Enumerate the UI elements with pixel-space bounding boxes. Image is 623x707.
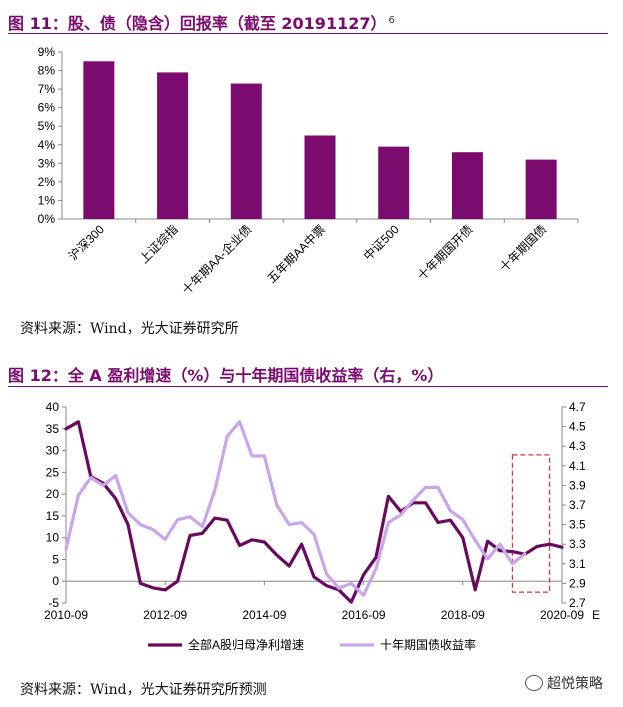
bar-category-label: 十年期国债 xyxy=(497,222,549,274)
line-right-tick-label: 3.5 xyxy=(569,518,586,532)
line-right-tick-label: 4.1 xyxy=(569,459,586,473)
bar-category-label: 十年期AA-企业债 xyxy=(179,222,255,298)
line-left-tick-label: 35 xyxy=(46,422,60,436)
line-right-tick-label: 4.7 xyxy=(569,400,586,414)
bar-y-tick-label: 9% xyxy=(38,45,56,59)
forecast-label: E xyxy=(592,608,600,622)
line-left-tick-label: 0 xyxy=(52,574,59,588)
line-left-tick-label: 10 xyxy=(46,531,60,545)
wechat-icon xyxy=(525,675,543,691)
bar-y-tick-label: 1% xyxy=(38,193,56,207)
bar xyxy=(525,159,557,219)
bar xyxy=(304,135,336,219)
line-x-tick-label: 2020-09 xyxy=(540,608,584,622)
line-left-tick-label: 40 xyxy=(46,400,60,414)
line-right-tick-label: 2.9 xyxy=(569,576,586,590)
bar-category-label: 上证综指 xyxy=(136,222,181,267)
bar-category-label: 十年期国开债 xyxy=(415,222,476,283)
line-right-tick-label: 3.3 xyxy=(569,537,586,551)
line-x-tick-label: 2016-09 xyxy=(342,608,386,622)
bar xyxy=(378,146,410,219)
watermark-text: 超悦策略 xyxy=(547,676,603,692)
bar-y-tick-label: 0% xyxy=(38,212,56,226)
figure1-footnote: 6 xyxy=(388,14,395,26)
bar xyxy=(83,61,115,220)
figure1-title-text: 图 11：股、债（隐含）回报率（截至 20191127） xyxy=(8,14,387,33)
line-right-tick-label: 4.5 xyxy=(569,420,586,434)
line-right-tick-label: 3.7 xyxy=(569,498,586,512)
bar-category-label: 沪深300 xyxy=(66,222,107,263)
line-x-tick-label: 2012-09 xyxy=(143,608,187,622)
figure1-title-rule xyxy=(8,33,608,34)
series-line-bond-yield xyxy=(64,420,527,597)
line-right-tick-label: 3.9 xyxy=(569,478,586,492)
series-line-profit-growth xyxy=(64,420,564,604)
bar xyxy=(157,72,189,220)
bar xyxy=(230,83,262,219)
bar-y-tick-label: 8% xyxy=(38,64,56,78)
bar-y-tick-label: 4% xyxy=(38,138,56,152)
line-right-tick-label: 4.3 xyxy=(569,439,586,453)
figure2-title: 图 12：全 A 盈利增速（%）与十年期国债收益率（右，%） xyxy=(8,366,444,385)
bar-y-tick-label: 2% xyxy=(38,175,56,189)
line-left-tick-label: 5 xyxy=(52,552,59,566)
line-left-tick-label: 30 xyxy=(46,444,60,458)
bar-y-tick-label: 7% xyxy=(38,82,56,96)
bar-category-label: 中证500 xyxy=(360,221,402,263)
line-left-tick-label: 20 xyxy=(46,487,60,501)
line-x-tick-label: 2010-09 xyxy=(44,608,88,622)
line-right-tick-label: 2.7 xyxy=(569,596,586,610)
bar-y-tick-label: 3% xyxy=(38,156,56,170)
bar-y-tick-label: 5% xyxy=(38,119,56,133)
bar-category-label: 五年期AA中票 xyxy=(264,222,328,286)
figure1-title: 图 11：股、债（隐含）回报率（截至 20191127） 6 xyxy=(8,10,395,34)
line-left-tick-label: 25 xyxy=(46,465,60,479)
forecast-box xyxy=(511,454,551,593)
watermark: 超悦策略 xyxy=(525,673,603,693)
figure2-title-rule xyxy=(8,386,608,387)
legend-label: 十年期国债收益率 xyxy=(380,637,476,652)
legend-label: 全部A股归母净利增速 xyxy=(188,637,304,652)
figure1-source: 资料来源：Wind，光大证券研究所 xyxy=(20,321,239,337)
line-x-tick-label: 2018-09 xyxy=(441,608,485,622)
bar-y-tick-label: 6% xyxy=(38,101,56,115)
line-right-tick-label: 3.1 xyxy=(569,557,586,571)
line-x-tick-label: 2014-09 xyxy=(242,608,286,622)
line-left-tick-label: 15 xyxy=(46,509,60,523)
line-left-tick-label: -5 xyxy=(48,596,59,610)
bar xyxy=(451,152,483,219)
line-chart: -5 0 5 10 15 20 25 30 35 40 2.7 2.9 3.1 3.3 3.5 3.7 3.9 4… xyxy=(44,400,600,652)
figure2-source: 资料来源：Wind，光大证券研究所预测 xyxy=(20,682,267,698)
